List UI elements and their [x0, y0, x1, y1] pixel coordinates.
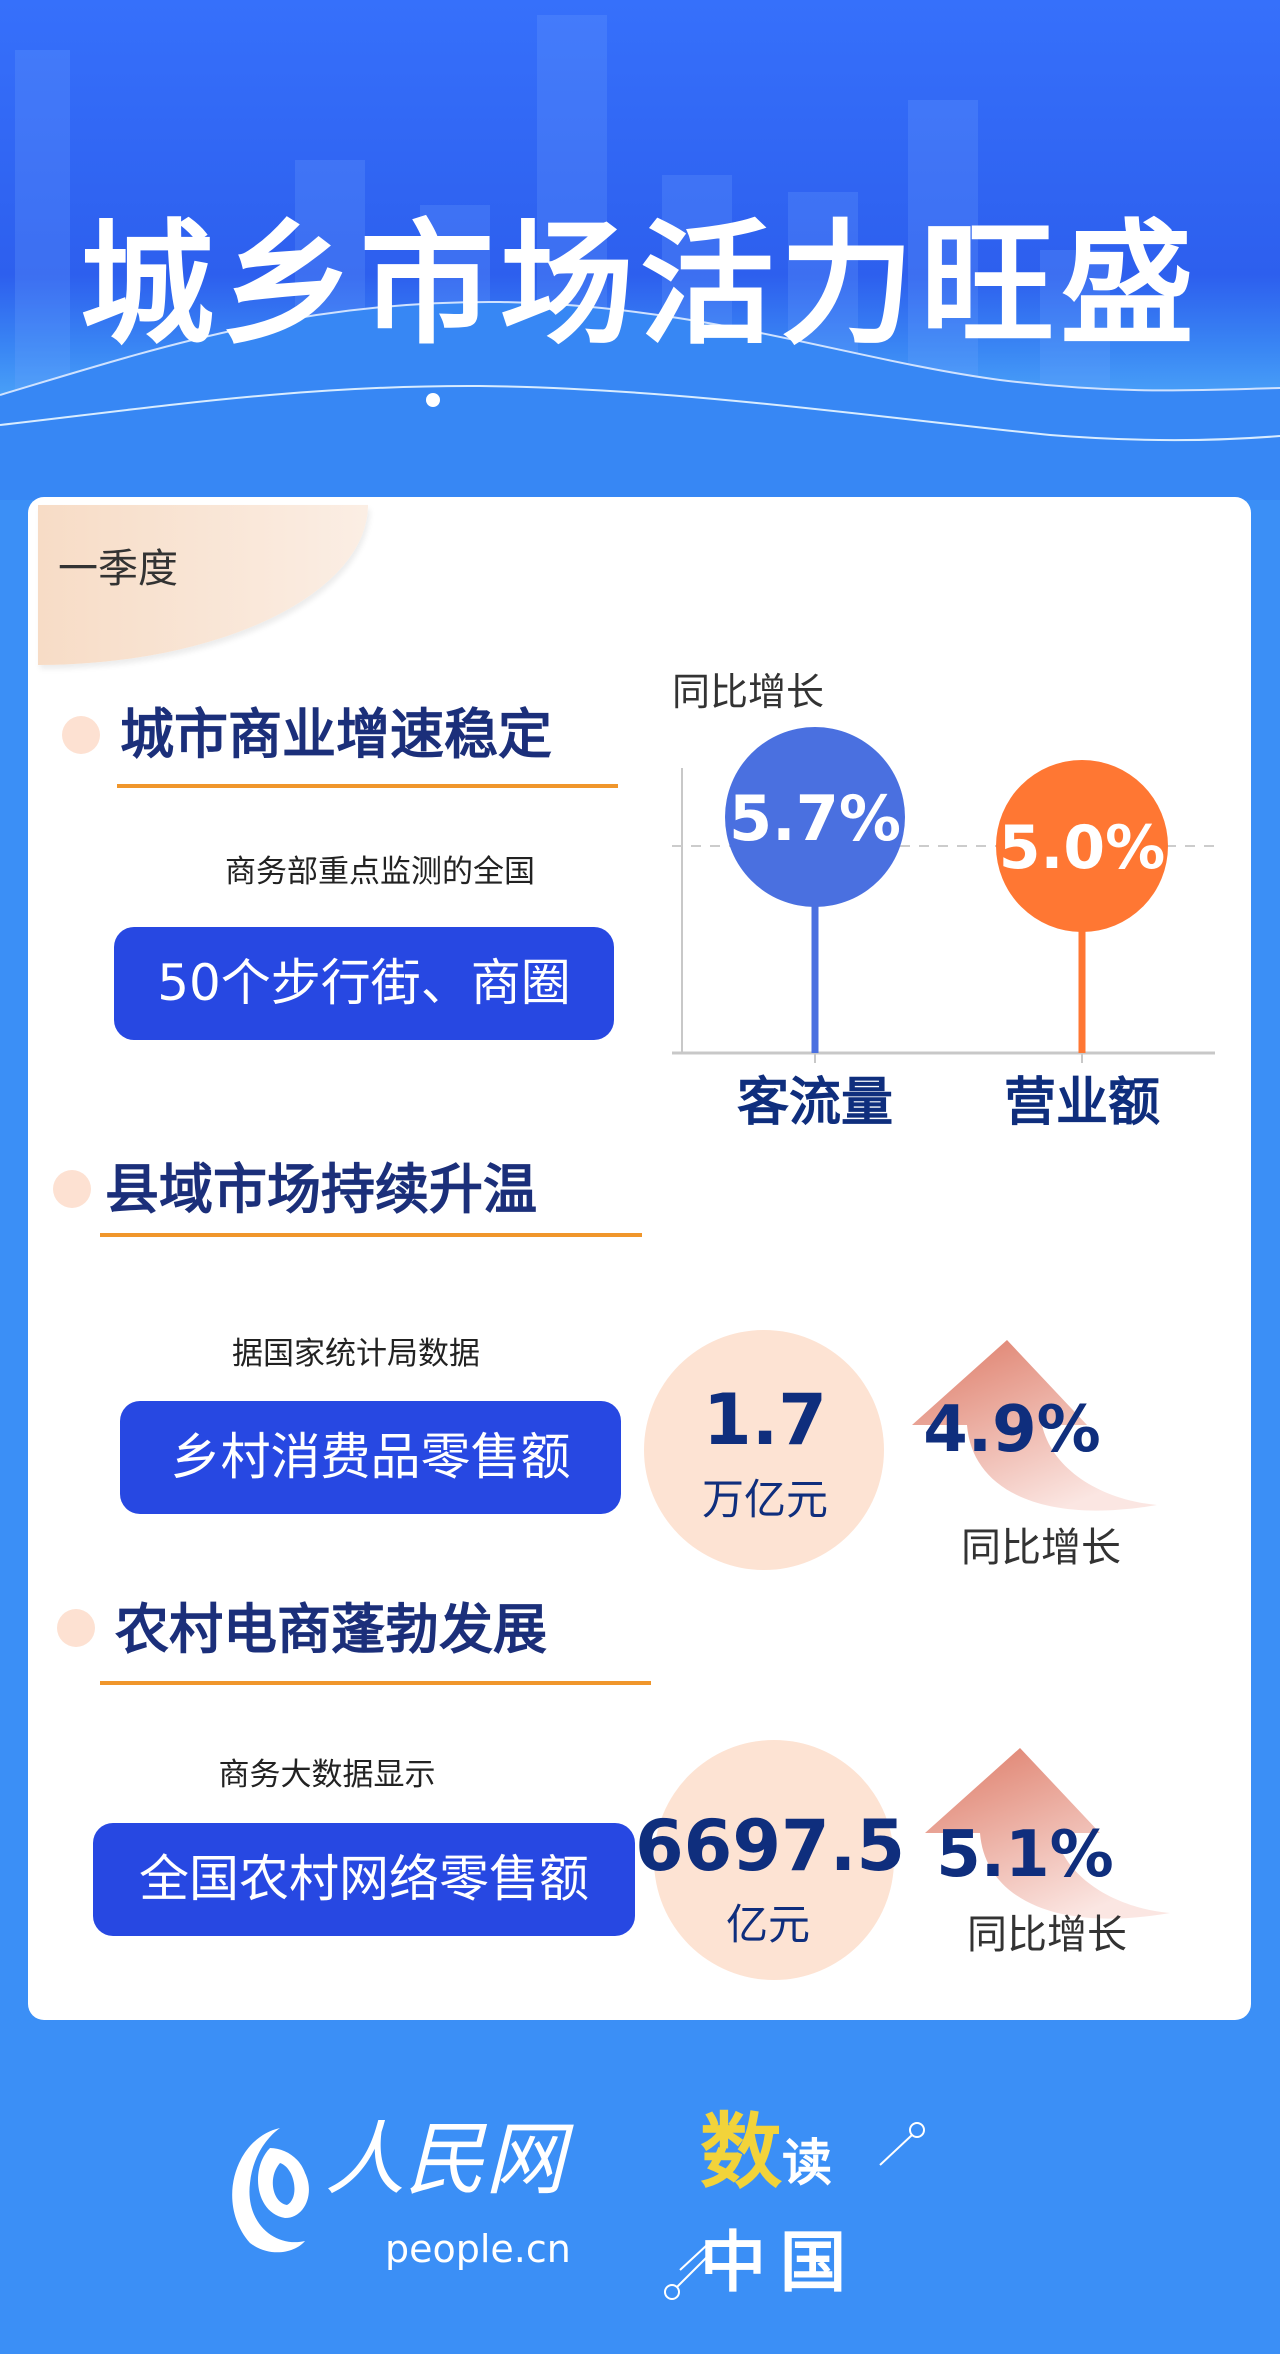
value-circle: [644, 1330, 884, 1570]
value-unit: 亿元: [725, 1900, 811, 1949]
highlight-pill: 全国农村网络零售额: [93, 1823, 635, 1936]
heading-underline: [117, 784, 618, 788]
brand-connector-lines-icon: [664, 2122, 925, 2300]
wave-decoration: [0, 300, 1280, 500]
heading-underline: [100, 1233, 642, 1237]
content-card: 一季度: [28, 497, 1251, 2020]
growth-value: 4.9%: [923, 1393, 1101, 1467]
highlight-pill: 50个步行街、商圈: [114, 927, 614, 1040]
up-arrow-icon: [925, 1748, 1170, 1919]
value-number: 6697.5: [634, 1805, 906, 1887]
people-cn-logo: 人民网 people.cn: [225, 2105, 605, 2285]
value-unit: 万亿元: [701, 1475, 829, 1524]
source-text: 商务大数据显示: [218, 1757, 436, 1793]
data-label: 5.0%: [998, 813, 1166, 883]
highlight-pill: 乡村消费品零售额: [120, 1401, 621, 1514]
data-label: 5.7%: [729, 782, 901, 856]
growth-label: 同比增长: [961, 1525, 1121, 1571]
section-heading: 城市商业增速稳定: [120, 703, 552, 766]
period-label: 一季度: [58, 546, 178, 592]
value-circle: [654, 1740, 894, 1980]
brand-char: 数读 中国: [700, 2104, 860, 2302]
people-logo-mark-icon: [232, 2128, 309, 2253]
section-heading: 县域市场持续升温: [105, 1158, 537, 1221]
up-arrow-icon: [912, 1340, 1157, 1511]
heading-underline: [100, 1681, 651, 1685]
page-title: 城乡市场活力旺盛: [79, 207, 1200, 363]
bullet-dot: [53, 1170, 91, 1208]
chart-title: 同比增长: [672, 670, 825, 714]
source-text: 商务部重点监测的全国: [225, 854, 535, 890]
value-number: 1.7: [702, 1379, 828, 1461]
section-heading: 农村电商蓬勃发展: [115, 1598, 547, 1661]
bullet-dot: [57, 1609, 95, 1647]
source-text: 据国家统计局数据: [232, 1336, 480, 1372]
header-banner: 城乡市场活力旺盛: [0, 0, 1280, 500]
category-label: 客流量: [736, 1073, 894, 1133]
growth-label: 同比增长: [967, 1912, 1127, 1958]
logo-text: 人民网: [325, 2113, 565, 2206]
bullet-dot: [62, 716, 100, 754]
growth-value: 5.1%: [936, 1818, 1114, 1892]
logo-url-text: people.cn: [385, 2227, 571, 2271]
category-label: 营业额: [1003, 1073, 1161, 1133]
shudu-zhongguo-brand: 数读 中国: [660, 2105, 930, 2305]
